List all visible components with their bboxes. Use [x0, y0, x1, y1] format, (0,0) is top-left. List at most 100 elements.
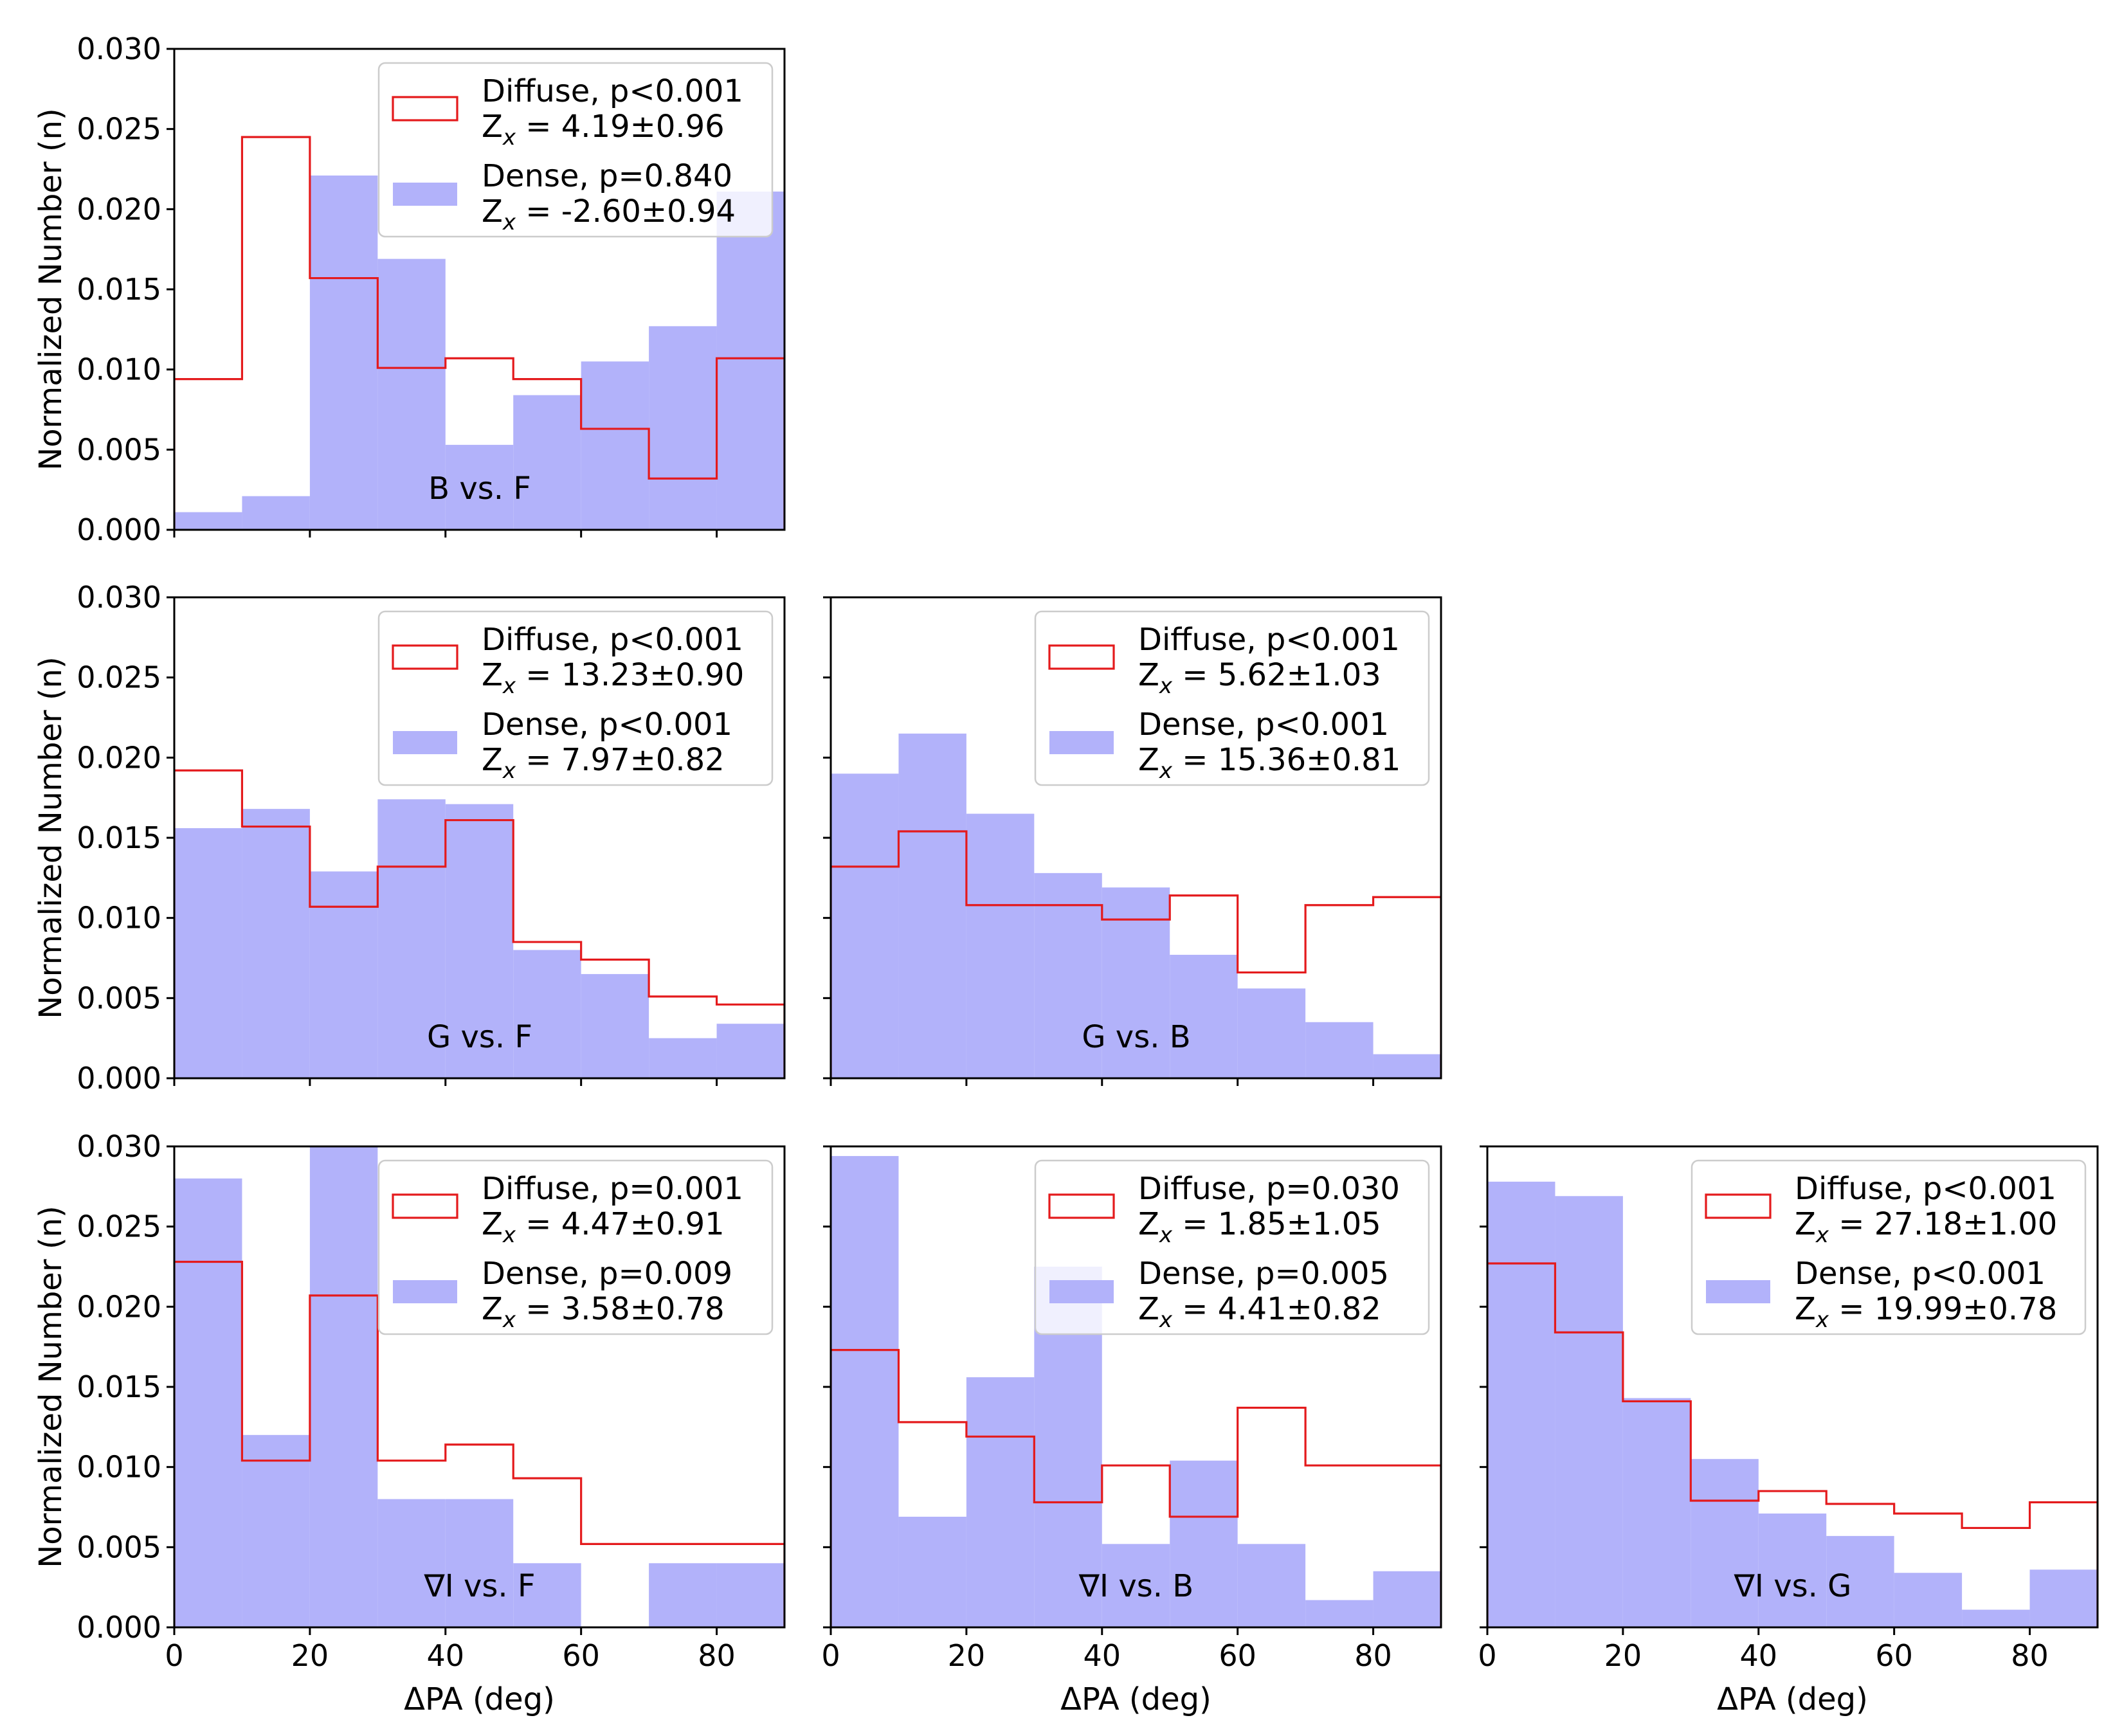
dense-legend-swatch: [393, 731, 457, 754]
dense-z-value: 15.36±0.81: [1218, 742, 1401, 778]
z-subscript: x: [502, 1307, 516, 1333]
dense-bar: [1622, 1398, 1691, 1627]
dense-bar: [1487, 1181, 1555, 1627]
diffuse-legend-swatch: [392, 1193, 458, 1219]
dense-legend-stat: Zx = 3.58±0.78: [482, 1291, 725, 1333]
y-axis-label: Normalized Number (n): [33, 656, 69, 1018]
dense-bar: [445, 444, 514, 530]
legend-box: [377, 62, 774, 238]
diffuse-z-value: 13.23±0.90: [561, 657, 745, 693]
dense-bar: [1691, 1459, 1759, 1627]
z-subscript: x: [502, 125, 516, 150]
y-tick-label: 0.015: [77, 820, 161, 855]
x-tick-label: 40: [427, 1638, 465, 1673]
diffuse-step-line: [831, 1349, 1441, 1627]
dense-bar: [1555, 1196, 1623, 1627]
dense-bar: [174, 828, 242, 1078]
dense-legend-swatch: [1049, 731, 1114, 754]
z-subscript: x: [502, 758, 516, 784]
equals-sign: =: [1172, 657, 1218, 693]
y-tick-label: 0.005: [77, 981, 161, 1015]
y-tick-label: 0.015: [77, 272, 161, 307]
dense-bar: [716, 1024, 784, 1078]
y-tick-label: 0.025: [77, 112, 161, 147]
dense-bar: [831, 1155, 899, 1627]
dense-bar: [1894, 1573, 1963, 1627]
diffuse-legend-stat: Zx = 4.19±0.96: [482, 109, 725, 150]
y-tick-label: 0.030: [77, 580, 161, 615]
diffuse-legend-swatch: [1048, 644, 1115, 670]
equals-sign: =: [516, 1291, 561, 1327]
y-axis-label: Normalized Number (n): [33, 108, 69, 470]
diffuse-z-value: 4.47±0.91: [561, 1206, 725, 1242]
diffuse-step-line: [174, 769, 784, 1078]
x-tick-label: 20: [948, 1638, 986, 1673]
dense-z-value: 4.41±0.82: [1218, 1291, 1381, 1327]
dense-legend-stat: Zx = 4.41±0.82: [1138, 1291, 1381, 1333]
panel-title: ∇I vs. G: [1734, 1568, 1852, 1604]
diffuse-step-line: [174, 1260, 784, 1627]
dense-bar: [649, 1563, 717, 1627]
equals-sign: =: [516, 194, 561, 230]
dense-bar: [242, 496, 310, 530]
dense-bar: [966, 1377, 1035, 1627]
diffuse-legend-stat: Zx = 27.18±1.00: [1795, 1206, 2057, 1248]
diffuse-z-value: 5.62±1.03: [1218, 657, 1381, 693]
dense-z-value: 7.97±0.82: [561, 742, 725, 778]
y-tick-label: 0.030: [77, 1129, 161, 1164]
y-tick-label: 0.010: [77, 901, 161, 936]
z-symbol: Z: [1138, 1206, 1159, 1242]
dense-bar: [1034, 873, 1102, 1078]
diffuse-legend-swatch: [392, 644, 458, 670]
legend-box: [1034, 610, 1430, 786]
z-symbol: Z: [1138, 742, 1159, 778]
x-tick-label: 20: [1604, 1638, 1642, 1673]
panel-ib: 0 20 40 60 80 ΔPA (deg) ∇I vs. B Diffuse, p=0.0…: [821, 1145, 1442, 1717]
panel-title: G vs. B: [1082, 1019, 1190, 1055]
z-symbol: Z: [482, 742, 503, 778]
dense-bar: [1826, 1535, 1894, 1627]
equals-sign: =: [516, 742, 561, 778]
dense-legend-swatch: [1049, 1280, 1114, 1303]
z-subscript: x: [1159, 1222, 1173, 1248]
dense-bar: [377, 258, 446, 530]
x-axis-label: ΔPA (deg): [404, 1681, 555, 1717]
plot-area: [831, 733, 1441, 1078]
y-tick-label: 0.025: [77, 1209, 161, 1244]
z-subscript: x: [502, 673, 516, 699]
equals-sign: =: [516, 109, 561, 145]
dense-bar: [242, 1434, 310, 1627]
diffuse-legend-label: Diffuse, p=0.030: [1138, 1171, 1400, 1207]
diffuse-z-value: 1.85±1.05: [1218, 1206, 1381, 1242]
z-subscript: x: [502, 1222, 516, 1248]
plot-area: [174, 1146, 784, 1627]
dense-bar: [1373, 1054, 1441, 1078]
z-subscript: x: [1815, 1222, 1829, 1248]
z-symbol: Z: [1138, 1291, 1159, 1327]
dense-legend-label: Dense, p<0.001: [482, 707, 732, 743]
dense-bar: [1758, 1513, 1827, 1627]
diffuse-step-line: [1487, 1262, 2098, 1627]
equals-sign: =: [1172, 742, 1218, 778]
dense-bar: [581, 973, 649, 1078]
y-tick-label: 0.020: [77, 192, 161, 226]
y-tick-label: 0.000: [77, 1061, 161, 1096]
diffuse-z-value: 4.19±0.96: [561, 109, 725, 145]
dense-bar: [309, 175, 378, 530]
dense-legend-label: Dense, p<0.001: [1795, 1256, 2045, 1292]
diffuse-legend-stat: Zx = 1.85±1.05: [1138, 1206, 1381, 1248]
diffuse-legend-label: Diffuse, p<0.001: [1138, 622, 1400, 658]
legend-box: [1691, 1159, 2087, 1335]
y-tick-label: 0.015: [77, 1370, 161, 1404]
dense-bar: [966, 813, 1035, 1078]
dense-bar: [1170, 1460, 1238, 1627]
dense-legend-swatch: [1706, 1280, 1770, 1303]
diffuse-legend-label: Diffuse, p<0.001: [1795, 1171, 2056, 1207]
dense-bar: [1170, 955, 1238, 1078]
x-tick-label: 40: [1740, 1638, 1778, 1673]
diffuse-legend-label: Diffuse, p<0.001: [482, 73, 743, 109]
z-subscript: x: [502, 210, 516, 235]
x-tick-label: 60: [1875, 1638, 1913, 1673]
